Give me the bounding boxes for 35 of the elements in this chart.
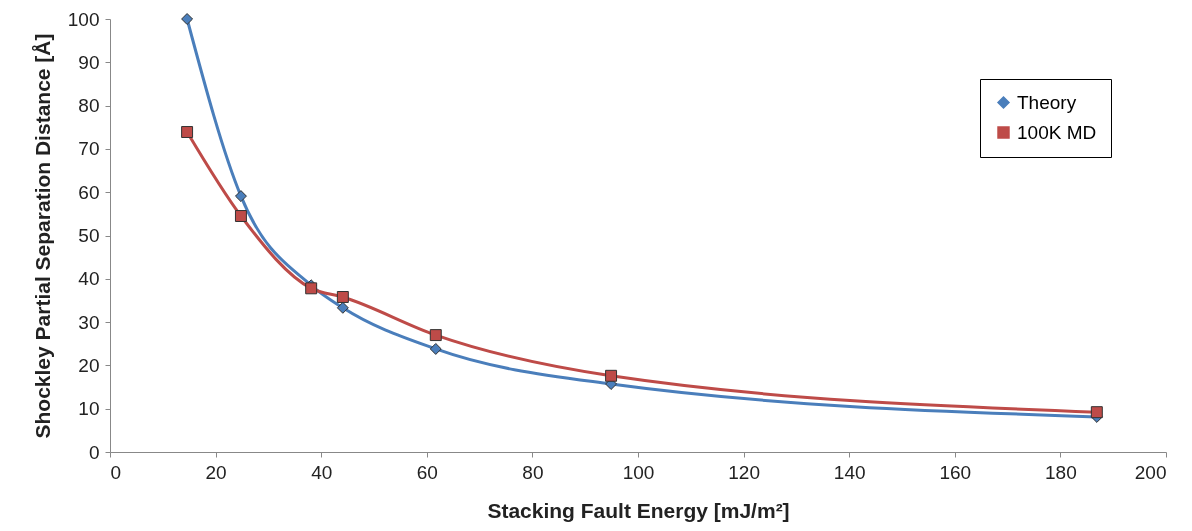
legend-label: Theory <box>1017 91 1077 113</box>
x-tick-label: 160 <box>939 461 972 483</box>
x-tick-label: 60 <box>416 461 438 483</box>
y-tick-label: 90 <box>78 51 100 73</box>
x-tick-label: 120 <box>728 461 760 483</box>
y-tick-label: 40 <box>78 268 100 290</box>
point <box>605 369 618 382</box>
point <box>234 190 247 203</box>
y-tick-label: 50 <box>78 225 100 246</box>
point <box>181 13 194 25</box>
x-tick-label: 140 <box>833 461 866 483</box>
point <box>336 291 349 303</box>
x-tick-label: 20 <box>205 461 227 483</box>
x-axis-title: Stacking Fault Energy [mJ/m²] <box>487 498 790 522</box>
y-tick-label: 100 <box>67 8 100 30</box>
x-tick-label: 40 <box>311 461 333 483</box>
point <box>181 126 194 138</box>
point <box>429 342 442 355</box>
x-tick-label: 80 <box>522 461 544 483</box>
y-tick-label: 60 <box>78 181 100 203</box>
y-tick-label: 70 <box>78 138 100 160</box>
y-tick-label: 80 <box>78 95 100 117</box>
point <box>429 329 442 342</box>
y-tick-label: 20 <box>78 354 100 376</box>
point <box>1090 406 1103 419</box>
x-tick-label: 180 <box>1045 461 1077 483</box>
y-axis-title: Shockley Partial Separation Distance [Å] <box>30 33 54 439</box>
y-tick-label: 10 <box>78 398 100 420</box>
legend-label: 100K MD <box>1017 121 1097 143</box>
x-tick-label: 200 <box>1134 461 1167 483</box>
y-tick-label: 30 <box>78 311 100 333</box>
x-tick-label: 0 <box>110 461 122 483</box>
point <box>234 210 247 222</box>
y-tick-label: 0 <box>88 441 100 463</box>
x-tick-label: 100 <box>622 461 655 483</box>
